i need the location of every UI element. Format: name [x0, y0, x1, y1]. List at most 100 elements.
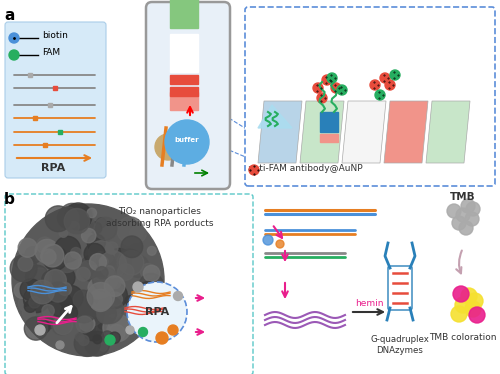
Circle shape	[140, 264, 156, 279]
Circle shape	[104, 266, 115, 276]
Text: anti-FAM antibody@AuNP: anti-FAM antibody@AuNP	[248, 163, 362, 172]
Circle shape	[156, 332, 168, 344]
Circle shape	[59, 229, 68, 237]
Circle shape	[76, 298, 104, 327]
Circle shape	[56, 251, 78, 273]
Circle shape	[126, 255, 149, 278]
Circle shape	[42, 304, 54, 317]
Circle shape	[18, 296, 34, 312]
Circle shape	[102, 331, 113, 342]
Circle shape	[14, 282, 30, 298]
Circle shape	[80, 261, 98, 279]
Circle shape	[22, 307, 36, 320]
Circle shape	[88, 234, 106, 252]
Circle shape	[174, 291, 182, 300]
Circle shape	[96, 218, 106, 227]
Circle shape	[80, 316, 95, 331]
Circle shape	[452, 216, 466, 230]
Circle shape	[36, 237, 53, 254]
Polygon shape	[342, 101, 386, 163]
Circle shape	[60, 207, 82, 230]
Circle shape	[90, 254, 106, 270]
Circle shape	[20, 279, 42, 301]
Circle shape	[18, 238, 37, 257]
Circle shape	[155, 134, 181, 160]
Circle shape	[121, 236, 142, 258]
Circle shape	[168, 325, 178, 335]
Circle shape	[88, 278, 110, 299]
Circle shape	[25, 246, 42, 263]
Circle shape	[100, 298, 110, 308]
Text: FAM: FAM	[42, 47, 60, 56]
Circle shape	[35, 325, 45, 335]
Circle shape	[58, 282, 71, 295]
Circle shape	[80, 255, 107, 282]
Circle shape	[100, 251, 126, 278]
Circle shape	[465, 301, 481, 317]
Circle shape	[76, 267, 90, 281]
Circle shape	[53, 266, 75, 288]
Circle shape	[96, 304, 116, 324]
Circle shape	[12, 204, 164, 356]
Circle shape	[138, 282, 158, 301]
Circle shape	[108, 325, 125, 341]
Circle shape	[322, 75, 332, 85]
Circle shape	[106, 242, 118, 254]
Circle shape	[456, 208, 470, 222]
Circle shape	[313, 83, 323, 93]
Circle shape	[104, 276, 125, 297]
Circle shape	[70, 248, 82, 258]
Circle shape	[327, 73, 337, 83]
Circle shape	[447, 204, 461, 218]
Circle shape	[96, 282, 106, 292]
Circle shape	[78, 217, 94, 233]
Bar	[170, 87, 198, 96]
Bar	[170, 0, 198, 28]
Circle shape	[144, 290, 158, 304]
Circle shape	[148, 246, 156, 255]
Circle shape	[98, 275, 108, 284]
Circle shape	[86, 284, 112, 311]
FancyBboxPatch shape	[5, 194, 253, 374]
Circle shape	[465, 212, 479, 226]
Circle shape	[117, 249, 142, 275]
Polygon shape	[258, 101, 302, 163]
Circle shape	[147, 284, 162, 300]
Circle shape	[138, 328, 147, 337]
Circle shape	[26, 265, 49, 289]
Circle shape	[90, 289, 112, 312]
Circle shape	[60, 203, 84, 229]
Circle shape	[64, 208, 90, 234]
Circle shape	[337, 85, 347, 95]
Circle shape	[29, 297, 40, 308]
Circle shape	[73, 290, 93, 310]
Circle shape	[117, 217, 143, 243]
Circle shape	[48, 292, 72, 317]
Circle shape	[461, 288, 477, 304]
Circle shape	[24, 286, 50, 313]
Circle shape	[68, 221, 80, 232]
Circle shape	[18, 257, 32, 271]
Circle shape	[9, 50, 19, 60]
Text: b: b	[4, 192, 15, 207]
Circle shape	[96, 322, 110, 336]
Circle shape	[108, 305, 120, 318]
FancyBboxPatch shape	[5, 22, 106, 178]
Circle shape	[88, 241, 115, 266]
Circle shape	[76, 316, 92, 333]
Bar	[170, 75, 198, 84]
Text: TMB: TMB	[450, 192, 476, 202]
Circle shape	[126, 326, 134, 334]
Circle shape	[30, 268, 52, 290]
FancyBboxPatch shape	[245, 7, 495, 186]
Circle shape	[132, 310, 141, 318]
Circle shape	[385, 80, 395, 90]
Circle shape	[46, 206, 71, 232]
Text: buffer: buffer	[174, 137, 200, 143]
Circle shape	[118, 264, 134, 280]
Text: hemin: hemin	[355, 298, 384, 307]
Circle shape	[64, 203, 92, 230]
Circle shape	[59, 285, 83, 310]
Text: a: a	[4, 8, 14, 23]
Circle shape	[459, 221, 473, 235]
